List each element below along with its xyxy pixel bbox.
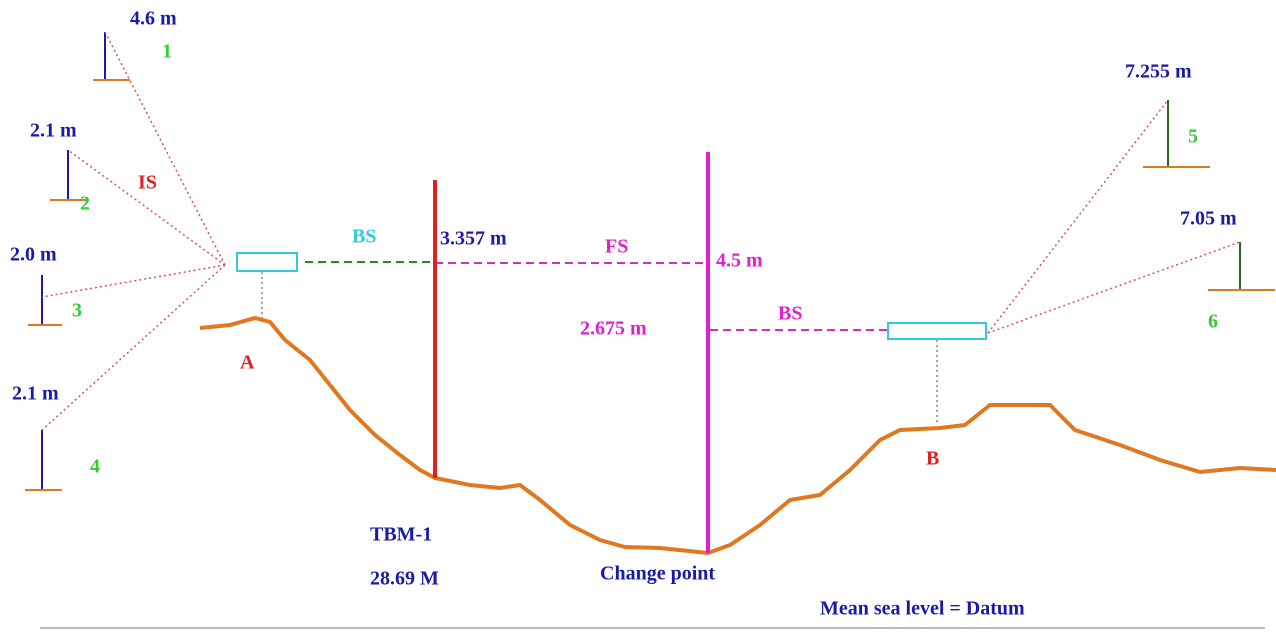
staves	[25, 32, 1275, 491]
staff-reading: 4.5 m	[716, 250, 763, 272]
staff-number: 1	[162, 41, 172, 63]
datum-label: Mean sea level = Datum	[820, 598, 1025, 620]
instrument-a	[236, 252, 298, 272]
staff-reading: 4.6 m	[130, 8, 177, 30]
staff-number: 5	[1188, 126, 1198, 148]
staff-reading: 7.05 m	[1180, 208, 1237, 230]
staff-number: 6	[1208, 311, 1218, 333]
tbm-level: 28.69 M	[370, 568, 439, 590]
sight-label: IS	[138, 172, 157, 194]
instrument-b	[887, 322, 987, 340]
ground-profile	[199, 315, 1276, 556]
sight-label: BS	[352, 226, 376, 248]
staff-number: 4	[90, 456, 100, 478]
staff-number: 3	[72, 300, 82, 322]
sight-label: FS	[605, 236, 628, 258]
staff-reading: 2.1 m	[12, 383, 59, 405]
station-label: A	[240, 352, 255, 374]
change-point-label: Change point	[600, 563, 715, 585]
staff-number: 2	[80, 193, 90, 215]
sight-lines	[41, 31, 1241, 431]
staff-reading: 2.675 m	[580, 318, 647, 340]
staff-reading: 2.0 m	[10, 244, 57, 266]
staff-reading: 2.1 m	[30, 120, 77, 142]
tbm-name: TBM-1	[370, 524, 432, 546]
staff-reading: 3.357 m	[440, 228, 507, 250]
station-label: B	[926, 448, 939, 470]
sight-label: BS	[778, 303, 802, 325]
staff-reading: 7.255 m	[1125, 61, 1192, 83]
